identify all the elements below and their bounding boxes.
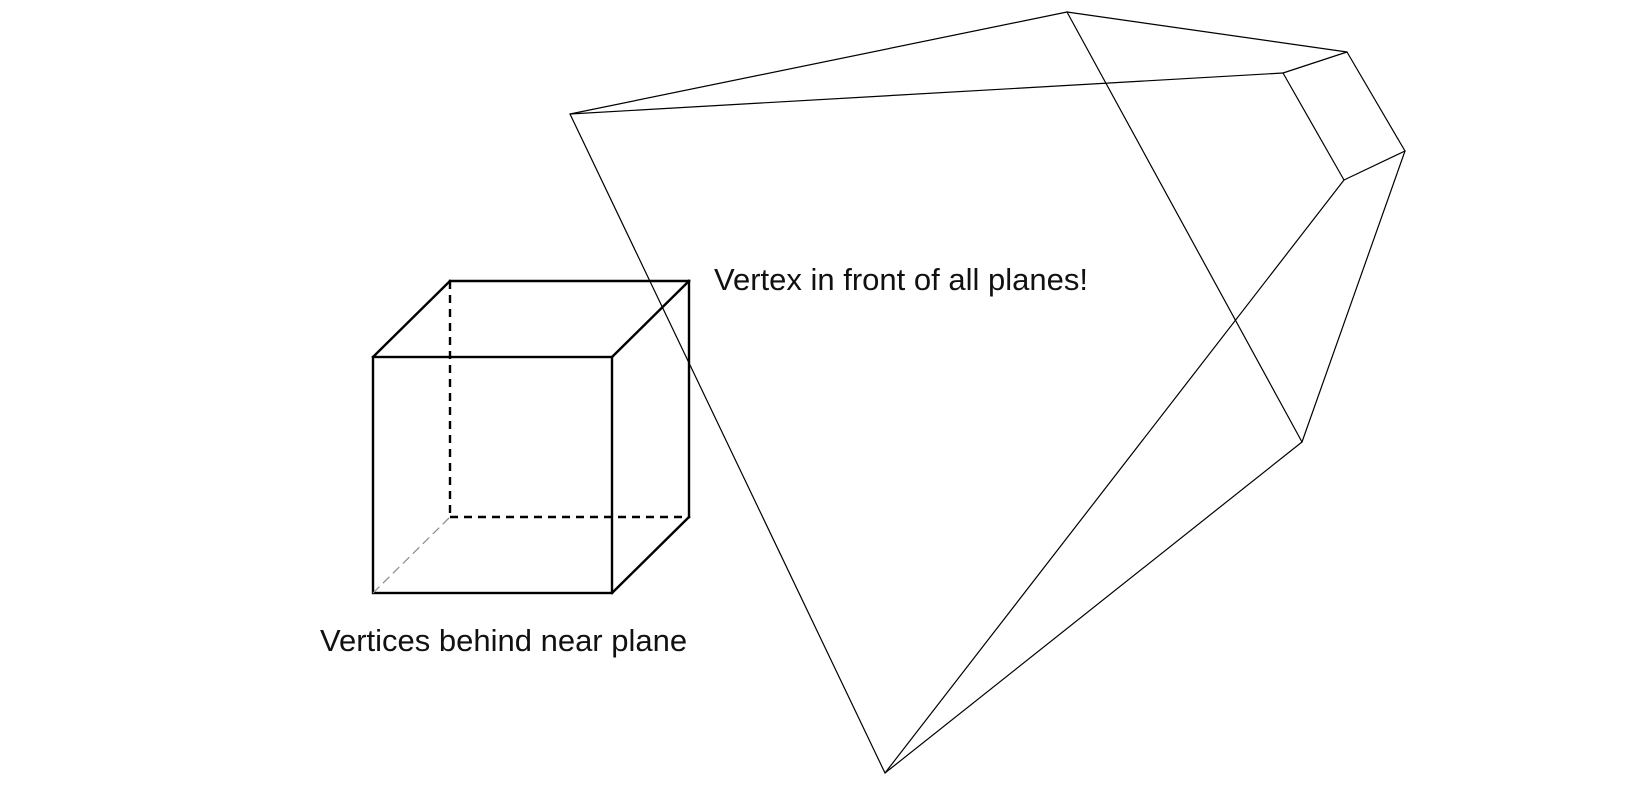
cube-front-face [371,355,614,595]
frustum-far-top-edge-3 [569,72,1284,115]
frustum-near-top-edge [1282,51,1348,74]
cube-top-right-connector [610,279,691,359]
cube-top-left-connector [371,279,452,359]
cube-hidden-diagonal-edge [372,516,451,594]
frustum-bottom-edge [884,441,1303,774]
label-vertex-in-front: Vertex in front of all planes! [714,262,1088,297]
frustum-near-right-edge [1346,51,1406,152]
frustum-left-edge [569,113,886,774]
frustum-far-top-edge [569,11,1068,115]
cube [371,279,691,595]
frustum-center-edge [1066,11,1303,443]
frustum-near-left-edge [1282,72,1345,181]
frustum-far-top-edge-2 [1066,11,1348,53]
label-vertices-behind: Vertices behind near plane [320,623,687,658]
frustum-right-edge [1301,150,1406,443]
frustum-diagonal-edge [884,179,1345,774]
frustum-near-bottom-edge [1343,150,1406,181]
cube-bottom-right-connector [610,515,691,595]
view-frustum [569,11,1406,774]
